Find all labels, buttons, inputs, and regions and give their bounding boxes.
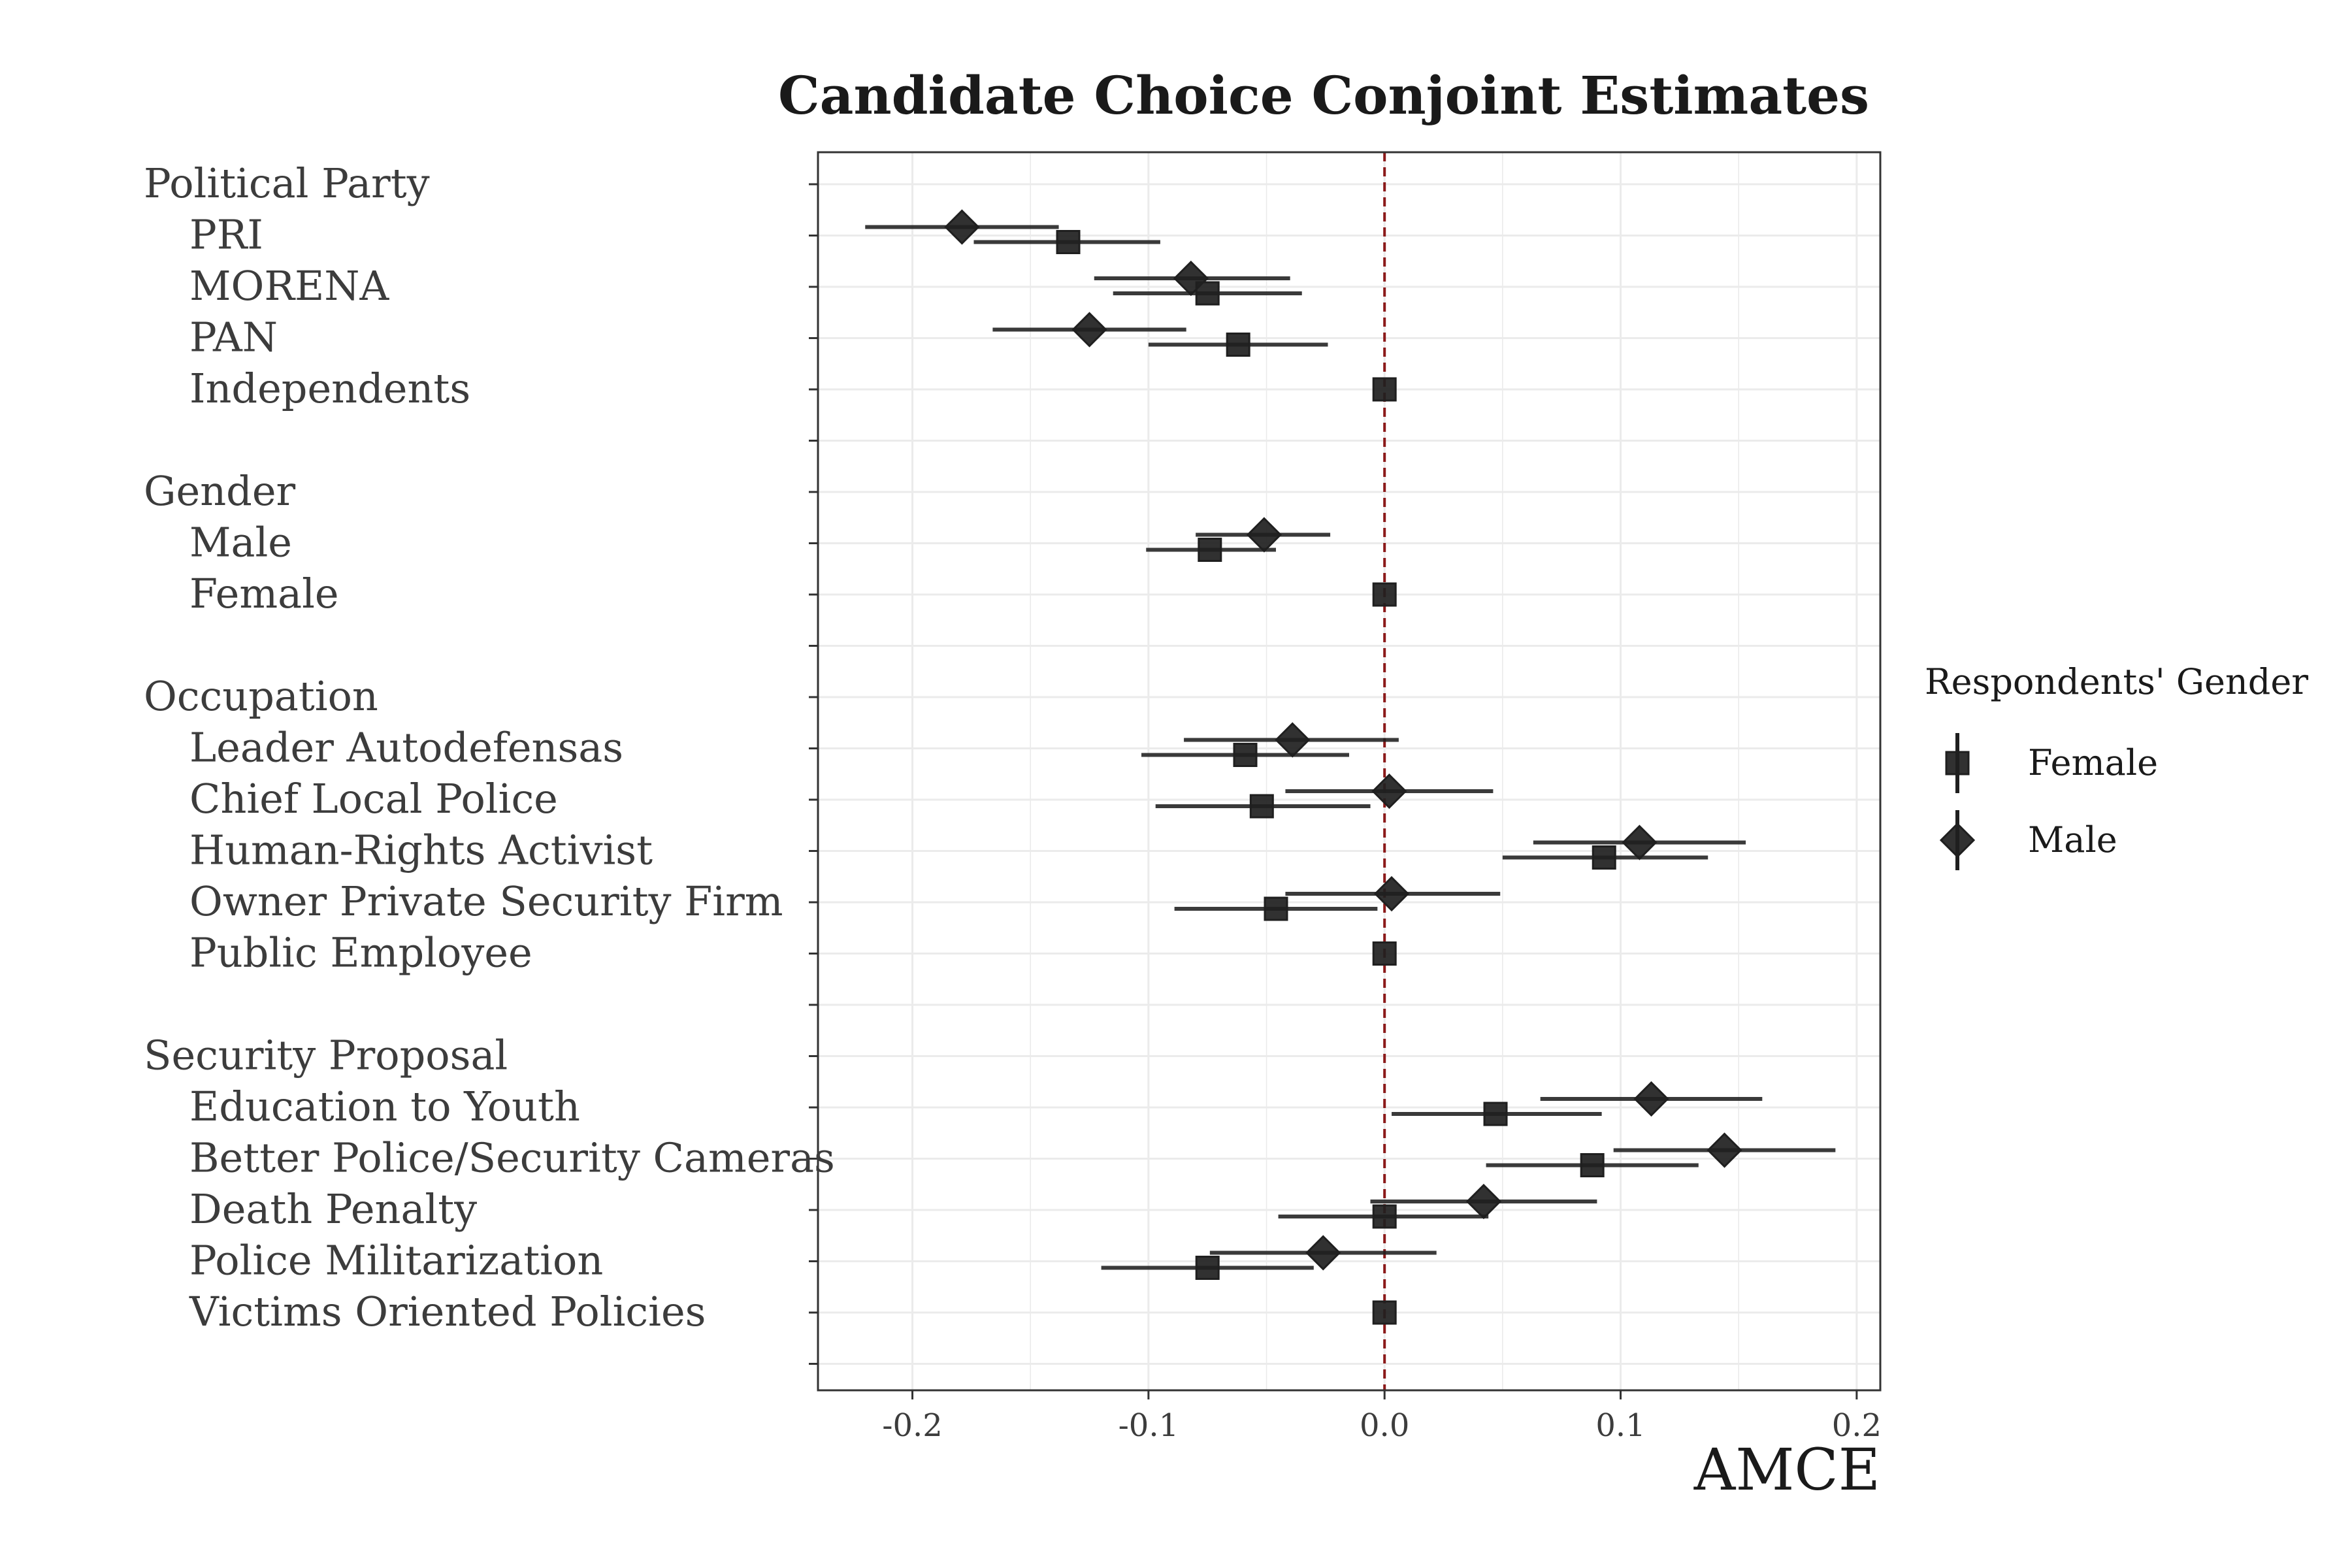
point-male xyxy=(944,209,980,245)
y-level-label: Police Militarization xyxy=(189,1237,603,1284)
y-group-label: Security Proposal xyxy=(144,1032,508,1079)
point-female xyxy=(1195,1256,1220,1280)
point-female xyxy=(1372,941,1397,966)
point-female xyxy=(1372,1300,1397,1325)
point-female xyxy=(1233,743,1258,767)
x-ticks-layer: -0.2 -0.1 0.0 0.1 0.2 xyxy=(882,1390,1882,1444)
y-level-label: Death Penalty xyxy=(189,1185,477,1233)
point-male xyxy=(1633,1081,1669,1117)
y-level-label: Public Employee xyxy=(189,929,532,977)
y-level-label: Male xyxy=(189,519,292,566)
point-male xyxy=(1071,312,1107,348)
y-level-label: MORENA xyxy=(189,262,390,310)
point-female xyxy=(1372,377,1397,402)
legend: Respondents' Gender Female Male xyxy=(1925,661,2308,870)
y-level-label: Owner Private Security Firm xyxy=(189,877,783,925)
y-level-label: Female xyxy=(189,570,339,617)
y-level-label: Independents xyxy=(189,365,470,412)
marks-layer xyxy=(865,209,1836,1325)
point-female xyxy=(1249,794,1274,819)
point-female xyxy=(1226,333,1250,357)
point-female xyxy=(1592,845,1616,870)
y-level-label: PAN xyxy=(189,314,278,361)
legend-key-diamond-icon xyxy=(1939,822,1976,858)
grid-layer xyxy=(818,152,1880,1390)
legend-entries: Female Male xyxy=(1939,733,2158,870)
x-tick-label: 0.2 xyxy=(1832,1407,1882,1444)
legend-entry-label: Male xyxy=(2028,819,2117,860)
x-tick-label: 0.1 xyxy=(1595,1407,1645,1444)
point-female xyxy=(1372,1204,1397,1229)
x-tick-label: 0.0 xyxy=(1360,1407,1409,1444)
y-group-label: Gender xyxy=(144,467,296,515)
point-female xyxy=(1264,896,1288,921)
point-male xyxy=(1707,1132,1742,1168)
x-axis-label: AMCE xyxy=(1693,1436,1880,1503)
y-level-label: PRI xyxy=(189,211,263,259)
point-male xyxy=(1373,875,1410,912)
legend-key-square-icon xyxy=(1945,751,1970,776)
y-ticks-layer xyxy=(809,183,818,1365)
legend-entry-label: Female xyxy=(2028,742,2158,783)
point-female xyxy=(1198,538,1222,562)
point-male xyxy=(1371,773,1407,809)
plot-panel-background xyxy=(818,152,1880,1390)
point-male xyxy=(1305,1235,1341,1271)
legend-title: Respondents' Gender xyxy=(1925,661,2308,702)
chart-title: Candidate Choice Conjoint Estimates xyxy=(778,65,1869,126)
point-female xyxy=(1195,281,1220,306)
y-level-label: Leader Autodefensas xyxy=(189,724,623,772)
point-female xyxy=(1483,1102,1508,1126)
point-female xyxy=(1056,230,1081,254)
y-level-label: Human-Rights Activist xyxy=(189,826,653,874)
y-group-label: Political Party xyxy=(144,159,430,207)
plot-panel-border xyxy=(817,151,1882,1392)
y-level-label: Education to Youth xyxy=(189,1083,580,1130)
x-tick-label: -0.1 xyxy=(1119,1407,1179,1444)
y-level-label: Better Police/Security Cameras xyxy=(189,1134,835,1182)
x-tick-label: -0.2 xyxy=(882,1407,943,1444)
point-female xyxy=(1580,1153,1605,1177)
y-level-label: Chief Local Police xyxy=(189,775,558,823)
y-group-label: Occupation xyxy=(144,672,378,720)
point-female xyxy=(1372,582,1397,607)
y-level-label: Victims Oriented Policies xyxy=(189,1288,706,1335)
